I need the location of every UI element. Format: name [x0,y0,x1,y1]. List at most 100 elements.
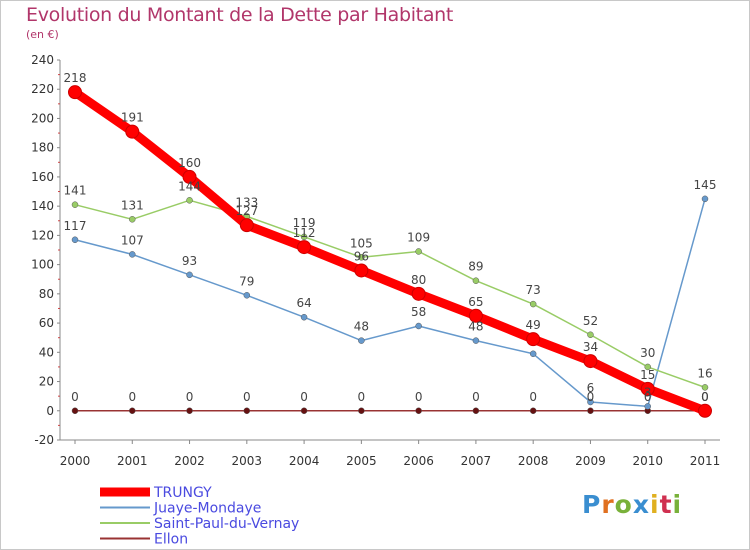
data-label: 131 [121,198,144,212]
x-tick-label: 2004 [289,454,320,468]
series-point [415,322,422,330]
y-tick-label: 20 [39,375,54,389]
x-tick-label: 2002 [174,454,205,468]
data-label: 89 [468,260,483,274]
proxiti-logo: Proxiti [582,490,682,519]
logo-letter: P [582,490,602,519]
data-label: 0 [587,390,595,404]
x-tick-label: 2000 [60,454,91,468]
data-label: 6 [587,381,595,395]
data-label: 49 [526,318,541,332]
series-point [243,407,251,415]
data-label: 109 [407,230,430,244]
y-tick-label: 40 [39,345,54,359]
series-point [358,337,365,344]
y-tick-label: 180 [31,141,54,155]
series-point [701,384,709,391]
x-tick-label: 2008 [518,454,549,468]
data-label: 64 [296,296,311,310]
data-label: 73 [526,283,541,297]
series-point [587,331,594,339]
series-line-Saint-Paul-du-Vernay [74,199,706,389]
series-line-TRUNGY [72,88,707,415]
series-point [243,292,251,299]
data-label: 79 [239,274,254,288]
series-point [71,407,79,415]
y-tick-label: -20 [34,433,54,447]
series-point [583,354,598,369]
data-label: 93 [182,254,197,268]
data-label: 133 [235,195,258,209]
data-label: 34 [583,340,598,354]
series-point [644,403,651,410]
series-point [529,350,537,358]
logo-letter: o [614,490,633,519]
series-point [129,407,136,415]
data-label: 58 [411,305,426,319]
legend-label: Saint-Paul-du-Vernay [154,516,299,532]
x-tick-label: 2011 [690,454,721,468]
data-label: 0 [71,390,79,404]
logo-letter: r [601,490,615,519]
series-point [129,251,136,258]
data-label: 119 [293,216,316,230]
x-tick-label: 2001 [117,454,148,468]
series-point [182,169,197,184]
data-label: 15 [640,368,655,382]
data-label: 96 [354,249,369,263]
y-tick-label: 200 [31,111,54,125]
series-point [125,124,140,139]
series-point [186,271,193,279]
series-point [526,332,541,347]
data-label: 107 [121,233,144,247]
data-label: 48 [468,320,483,334]
data-label: 218 [64,71,87,85]
data-label: 0 [128,390,136,404]
data-label: 191 [121,111,144,125]
series-point [68,85,82,100]
series-point [529,300,537,308]
series-point [297,240,312,255]
series-point [358,407,365,415]
chart-subtitle: (en €) [26,28,59,41]
y-tick-label: 240 [31,53,54,67]
y-tick-label: 100 [31,258,54,272]
legend-label: TRUNGY [153,485,212,501]
series-point [300,313,308,321]
x-tick-label: 2007 [461,454,492,468]
data-label: 3 [644,385,652,399]
chart-title: Evolution du Montant de la Dette par Hab… [26,4,454,26]
data-label: 30 [640,346,655,360]
y-tick-label: 60 [39,316,54,330]
chart-axes: -200204060801001201401601802002202402000… [31,53,720,468]
data-label: 117 [64,219,87,233]
series-point [472,407,480,415]
series-point [472,337,480,344]
data-label: 0 [415,390,423,404]
data-label: 112 [293,226,316,240]
data-label: 105 [350,236,373,250]
y-tick-label: 0 [46,404,54,418]
data-label: 52 [583,314,598,328]
y-tick-label: 80 [39,287,54,301]
series-point [644,363,651,371]
data-label: 80 [411,273,426,287]
chart-series [68,85,712,418]
legend-label: Juaye-Mondaye [153,501,261,517]
series-point [71,201,79,208]
series-point [587,398,594,406]
data-label: 141 [64,184,87,198]
data-label: 160 [178,156,201,170]
data-label: 0 [358,390,366,404]
data-label: 0 [472,390,480,404]
series-point [472,277,480,284]
data-label: 127 [235,204,258,218]
chart-data-labels: 2181911601271129680654934150117107937964… [64,71,717,404]
data-label: 0 [529,390,537,404]
x-tick-label: 2005 [346,454,377,468]
legend-label: Ellon [154,532,188,548]
y-tick-label: 160 [31,170,54,184]
series-point [701,195,709,203]
data-label: 0 [186,390,194,404]
data-label: 65 [468,295,483,309]
